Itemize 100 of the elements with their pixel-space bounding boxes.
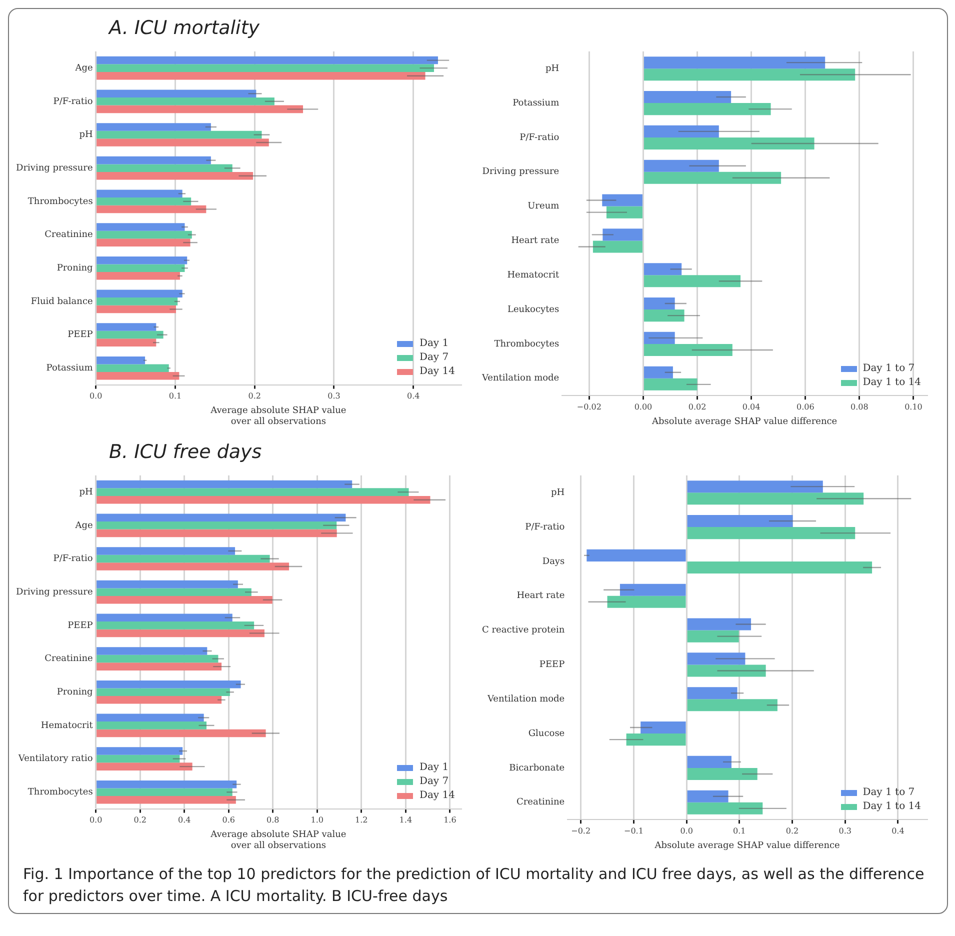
bar [602,194,642,206]
bar [96,130,262,139]
y-tick-label: Bicarbonate [509,763,565,774]
bar [96,496,430,504]
bar [96,580,238,588]
x-tick-label: 0.6 [222,816,235,825]
bar [96,223,185,231]
bar [96,747,183,755]
x-tick-label: 1.0 [310,816,324,825]
bar [607,596,686,608]
bar [96,72,426,80]
bar [96,330,164,339]
bar [644,263,682,276]
x-tick-label: 0.2 [786,826,799,836]
x-tick-label: 1.2 [355,816,368,825]
bar [606,206,642,218]
bar [96,138,269,146]
y-tick-label: Ventilatory ratio [17,754,93,764]
bar [96,105,304,114]
bar [687,768,758,780]
bar [96,680,241,688]
y-tick-label: Leukocytes [507,304,560,315]
bar [96,323,156,331]
bar [687,480,823,493]
bar [96,230,192,239]
x-tick-label: −0.02 [576,402,602,412]
bar [644,90,732,104]
y-tick-label: Heart rate [511,236,560,246]
y-tick-label: pH [551,488,565,498]
x-tick-label: 0.4 [178,816,191,825]
bar [96,780,237,788]
y-tick-label: Creatinine [516,798,565,808]
y-tick-label: pH [79,487,93,498]
bar [96,372,180,380]
bar [687,527,856,540]
chart-title: A. ICU mortality [109,17,260,39]
bar [687,492,864,505]
y-tick-label: pH [79,130,93,140]
bar [96,622,254,630]
bar [687,687,738,700]
x-tick-label: 0.3 [328,392,340,401]
y-tick-label: Creatinine [44,230,93,240]
bar [644,160,719,172]
y-tick-label: Heart rate [516,591,565,602]
y-tick-label: Driving pressure [16,587,93,598]
bar [96,714,204,722]
bar [644,172,782,184]
bar [602,228,642,241]
legend-label: Day 1 to 14 [862,800,921,814]
y-tick-label: Days [542,556,566,567]
y-tick-label: pH [546,64,560,74]
y-tick-label: Proning [56,687,94,698]
bar [644,366,673,378]
x-tick-label: 0.04 [742,402,760,412]
x-tick-label: 0.4 [407,392,420,401]
legend-label: Day 1 to 14 [862,376,921,390]
y-tick-label: Ventilation mode [480,374,560,384]
bar [96,629,264,638]
bar [96,796,236,804]
bar [644,332,675,344]
bar [96,488,409,496]
bar [96,205,206,214]
y-tick-label: Driving pressure [16,163,93,174]
y-tick-label: Proning [56,263,94,274]
y-tick-label: P/F-ratio [525,522,565,532]
bar [96,588,252,596]
y-tick-label: Ureum [528,202,560,212]
bar [96,688,230,696]
bar [644,68,856,81]
bar [644,310,684,322]
bar [96,514,346,522]
bar [96,356,146,364]
x-tick-label: 1.6 [444,816,456,825]
bar [96,264,185,272]
bar [96,272,180,280]
x-tick-label: 0.1 [733,826,746,836]
bar [640,722,686,734]
bar [96,547,236,555]
bar [96,529,337,538]
legend-label: Day 14 [419,364,455,379]
y-tick-label: Glucose [528,728,565,739]
y-tick-label: PEEP [539,660,565,670]
bar [96,290,182,298]
bar [96,172,254,180]
bar [586,549,686,562]
x-axis-title: Average absolute SHAP value over all observations [210,406,346,427]
legend-label: Day 1 [419,336,449,351]
bar [687,630,739,642]
bar [96,596,272,604]
bar [96,654,218,663]
x-axis-title: Absolute average SHAP value difference [651,416,838,427]
y-tick-label: Creatinine [44,654,93,664]
bar [644,125,719,138]
y-tick-label: PEEP [68,620,93,631]
bar [96,614,232,622]
bar [96,190,182,198]
x-tick-label: 0.0 [89,816,102,825]
bar [687,618,752,630]
bar [96,98,274,106]
bar [96,762,192,770]
